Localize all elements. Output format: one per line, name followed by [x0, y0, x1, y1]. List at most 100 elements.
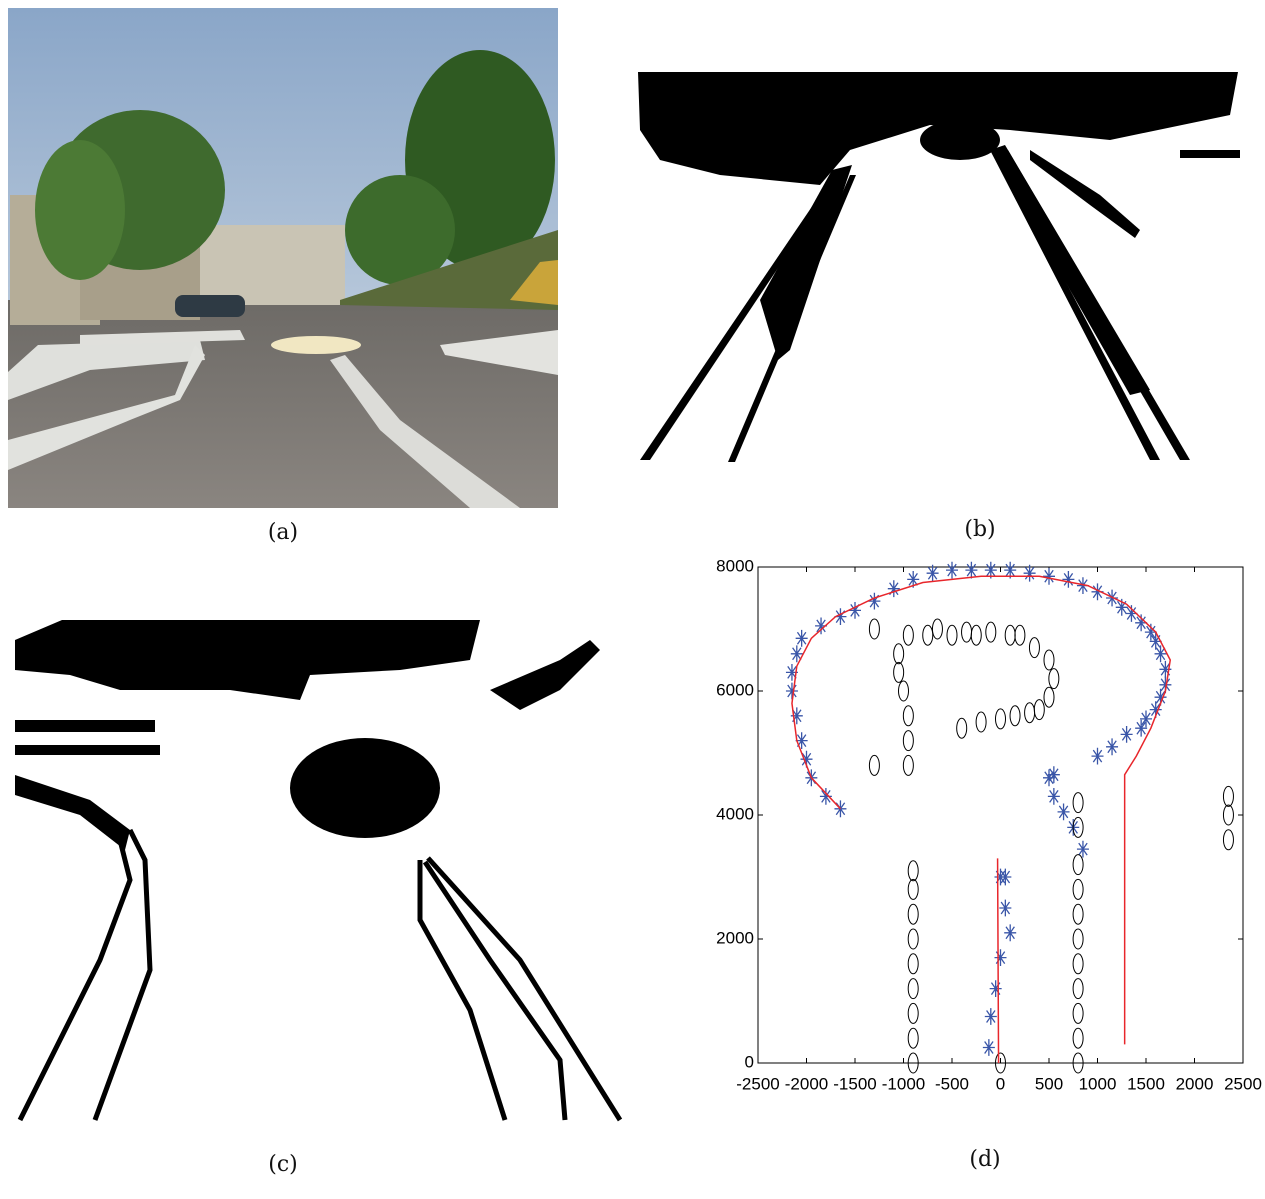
- star-point: [849, 602, 861, 619]
- obstacle-point: [1048, 668, 1060, 690]
- obstacle-point: [922, 624, 934, 646]
- star-point: [790, 707, 803, 725]
- star-point: [1043, 769, 1055, 787]
- star-point: [1004, 924, 1017, 942]
- binary-image-c: [15, 620, 623, 1122]
- caption: (a): [268, 520, 298, 545]
- star-point: [999, 868, 1012, 886]
- star-point: [994, 949, 1007, 966]
- star-point: [1120, 726, 1133, 743]
- x-tick-label: -2000: [785, 1074, 828, 1093]
- obstacle-point: [902, 624, 914, 646]
- star-point: [1076, 840, 1089, 858]
- star-point: [1115, 598, 1128, 616]
- star-point: [1091, 747, 1104, 765]
- obstacle-point: [893, 643, 905, 665]
- star-point: [785, 682, 798, 700]
- star-point: [1149, 701, 1162, 718]
- binary-image-b: [638, 72, 1240, 462]
- x-tick-label: 1500: [1127, 1074, 1165, 1093]
- obstacle-point: [907, 903, 919, 925]
- obstacle-point: [868, 618, 880, 640]
- fitted-path: [791, 575, 1172, 1064]
- star-point: [1047, 788, 1060, 805]
- star-point: [795, 732, 808, 749]
- obstacle-point: [1072, 1002, 1084, 1024]
- y-tick-label: 6000: [716, 680, 754, 699]
- star-point: [819, 788, 832, 805]
- star-point: [1076, 577, 1089, 594]
- x-tick-label: 500: [1035, 1074, 1063, 1093]
- obstacle-point: [1222, 785, 1234, 807]
- star-point: [1144, 623, 1157, 641]
- obstacle-point: [907, 878, 919, 900]
- obstacle-point: [985, 621, 997, 643]
- star-point: [834, 608, 847, 625]
- star-point: [1125, 605, 1138, 622]
- caption: (c): [268, 1152, 298, 1177]
- obstacle-point: [907, 1027, 919, 1049]
- obstacle-point: [902, 754, 914, 776]
- obstacle-point: [1072, 878, 1084, 900]
- obstacle-point: [995, 708, 1006, 730]
- star-point: [1106, 738, 1119, 756]
- obstacle-point: [1072, 1052, 1084, 1074]
- obstacle-point: [1014, 624, 1026, 646]
- star-point: [1062, 571, 1075, 588]
- obstacle-point: [868, 754, 880, 776]
- obstacle-point: [907, 860, 919, 882]
- star-point: [946, 561, 958, 579]
- obstacle-point: [1072, 792, 1084, 814]
- obstacle-point: [907, 1002, 919, 1024]
- x-tick-label: 2000: [1176, 1074, 1214, 1093]
- obstacle-point: [946, 624, 958, 646]
- y-tick-label: 4000: [716, 804, 754, 823]
- obstacle-point: [907, 978, 919, 1000]
- star-point: [984, 1008, 997, 1025]
- x-tick-label: -1500: [833, 1074, 876, 1093]
- star-point: [887, 580, 900, 598]
- star-point: [1135, 614, 1148, 632]
- star-point: [984, 561, 997, 579]
- obstacle-point: [1222, 829, 1234, 851]
- y-tick-label: 0: [745, 1052, 754, 1071]
- star-point: [1004, 561, 1017, 579]
- obstacle-point: [898, 680, 909, 702]
- x-tick-label: 1000: [1079, 1074, 1117, 1093]
- y-tick-label: 8000: [716, 556, 754, 575]
- obstacle-point: [1222, 804, 1234, 826]
- obstacle-point: [1072, 854, 1084, 876]
- star-point: [965, 561, 978, 579]
- star-point: [1149, 633, 1162, 650]
- obstacle-point: [902, 705, 914, 727]
- star-point: [815, 617, 828, 635]
- star-point: [1047, 766, 1060, 784]
- star-point: [1057, 803, 1070, 821]
- obstacle-point: [975, 711, 987, 733]
- star-point: [800, 750, 813, 768]
- obstacle-point: [1043, 649, 1055, 671]
- obstacle-point: [1072, 816, 1084, 838]
- y-tick-label: 2000: [716, 928, 754, 947]
- caption: (d): [969, 1147, 1000, 1172]
- obstacle-point: [907, 1052, 919, 1074]
- x-tick-label: 2500: [1224, 1074, 1262, 1093]
- obstacle-point: [1072, 978, 1084, 1000]
- star-point: [982, 1039, 995, 1056]
- star-point: [1159, 676, 1172, 694]
- obstacle-point: [1072, 928, 1084, 950]
- star-point: [868, 592, 881, 610]
- star-point: [1091, 583, 1104, 601]
- obstacle-point: [1009, 705, 1021, 727]
- star-point: [907, 571, 920, 588]
- obstacle-point: [970, 624, 982, 646]
- obstacle-point: [931, 618, 943, 640]
- x-tick-label: -1000: [882, 1074, 925, 1093]
- star-point: [795, 629, 808, 647]
- star-point: [1159, 660, 1172, 678]
- obstacle-point: [1072, 1027, 1084, 1049]
- plot-frame: [757, 566, 1244, 1064]
- obstacle-point: [902, 730, 914, 752]
